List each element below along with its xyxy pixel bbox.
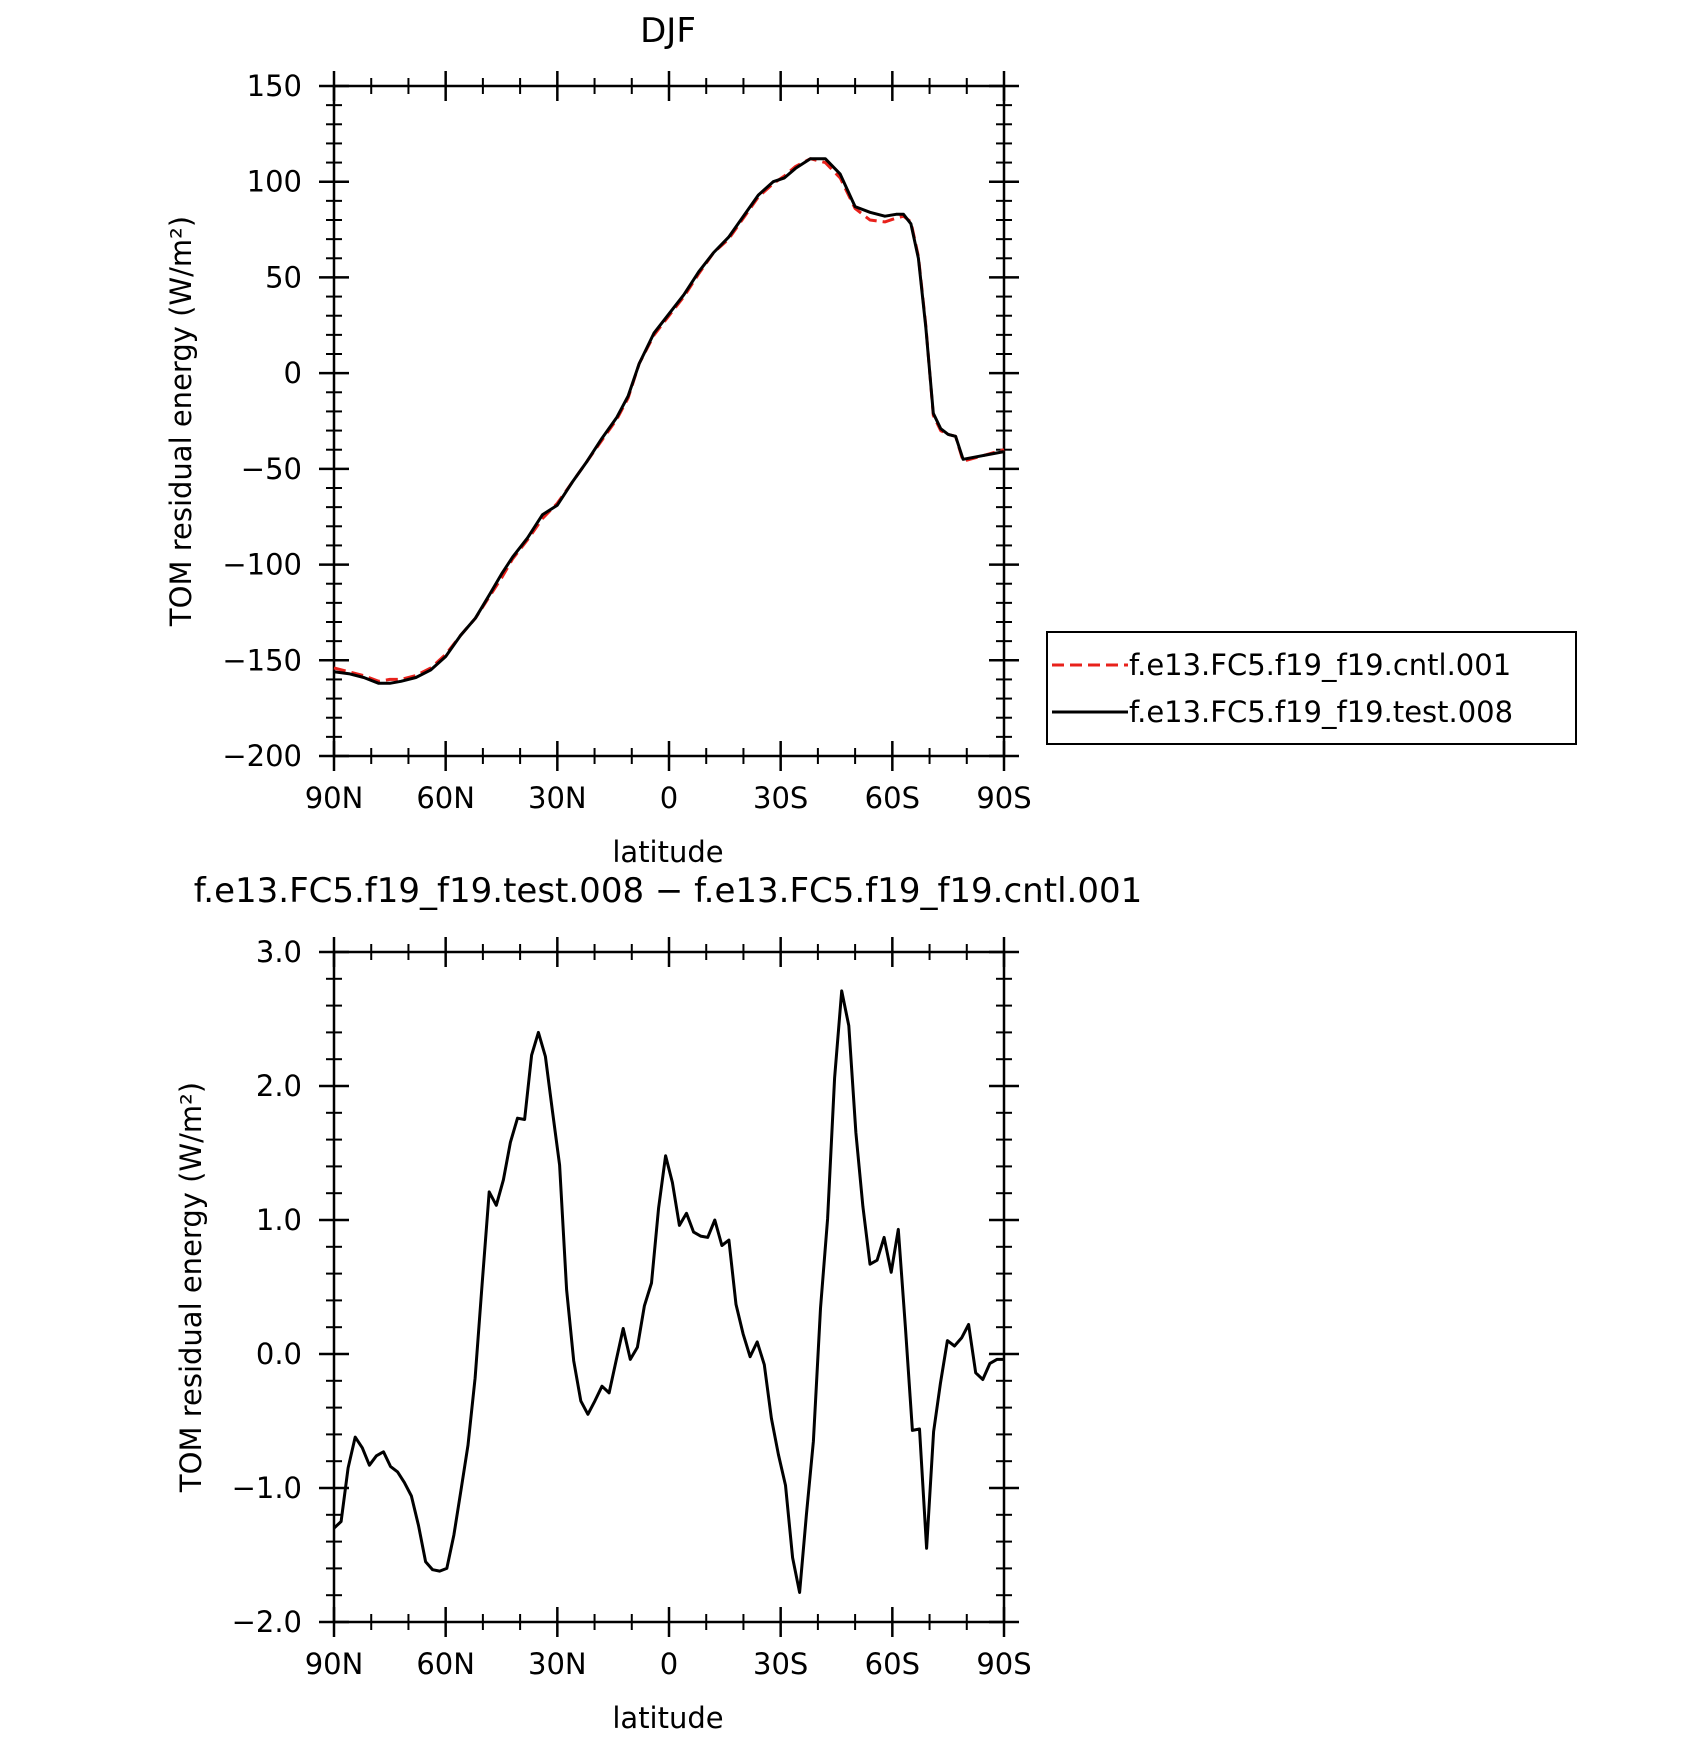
top-y-tick-label: −150 bbox=[222, 643, 302, 677]
bottom-series-line-difference bbox=[332, 989, 1004, 1594]
bottom-tick-labels: 90N 60N 30N 0 30S 60S 90S 3.0 2.0 1.0 0.0 −1.0 −2.0 bbox=[232, 935, 1032, 1681]
top-y-tick-label: 150 bbox=[247, 69, 302, 103]
bottom-x-tick-label: 90N bbox=[305, 1647, 364, 1681]
bottom-y-tick-label: −1.0 bbox=[232, 1471, 302, 1505]
top-series bbox=[333, 157, 1005, 685]
top-x-tick-label: 30N bbox=[528, 781, 587, 815]
bottom-y-tick-label: 3.0 bbox=[256, 935, 302, 969]
bottom-y-tick-label: 1.0 bbox=[256, 1203, 302, 1237]
top-y-tick-label: 50 bbox=[265, 260, 302, 294]
legend-label-test: f.e13.FC5.f19_f19.test.008 bbox=[1129, 695, 1513, 729]
bottom-series bbox=[332, 989, 1004, 1594]
legend-label-cntl: f.e13.FC5.f19_f19.cntl.001 bbox=[1129, 648, 1511, 682]
bottom-x-tick-label: 30N bbox=[528, 1647, 587, 1681]
bottom-y-tick-label: −2.0 bbox=[232, 1605, 302, 1639]
bottom-chart-title: f.e13.FC5.f19_f19.test.008 − f.e13.FC5.f… bbox=[194, 871, 1142, 911]
top-x-tick-label: 0 bbox=[660, 781, 678, 815]
top-y-tick-label: −100 bbox=[222, 548, 302, 582]
bottom-x-tick-label: 90S bbox=[976, 1647, 1031, 1681]
bottom-x-tick-label: 0 bbox=[660, 1647, 678, 1681]
top-y-tick-label: 0 bbox=[284, 356, 302, 390]
top-x-tick-label: 90N bbox=[305, 781, 364, 815]
top-plot-frame bbox=[332, 84, 1006, 758]
top-tick-labels: 90N 60N 30N 0 30S 60S 90S 150 100 50 0 −50 −100 −150 −… bbox=[222, 69, 1031, 815]
top-y-tick-label: −200 bbox=[222, 739, 302, 773]
top-series-line-test bbox=[333, 157, 1005, 685]
top-chart-title: DJF bbox=[640, 11, 696, 51]
bottom-x-tick-label: 30S bbox=[753, 1647, 808, 1681]
bottom-y-axis-label: TOM residual energy (W/m²) bbox=[174, 1082, 208, 1493]
top-ticks bbox=[319, 71, 1019, 771]
legend-frame bbox=[1046, 631, 1577, 745]
top-x-tick-label: 60S bbox=[865, 781, 920, 815]
top-x-tick-label: 90S bbox=[976, 781, 1031, 815]
legend: f.e13.FC5.f19_f19.cntl.001 f.e13.FC5.f19… bbox=[1046, 631, 1577, 745]
bottom-x-tick-label: 60N bbox=[416, 1647, 475, 1681]
bottom-y-tick-label: 2.0 bbox=[256, 1069, 302, 1103]
bottom-y-tick-label: 0.0 bbox=[256, 1337, 302, 1371]
top-x-tick-label: 30S bbox=[753, 781, 808, 815]
top-x-axis-label: latitude bbox=[612, 835, 723, 869]
bottom-x-axis-label: latitude bbox=[612, 1701, 723, 1735]
bottom-x-tick-label: 60S bbox=[865, 1647, 920, 1681]
bottom-panel: f.e13.FC5.f19_f19.test.008 − f.e13.FC5.f… bbox=[174, 871, 1142, 1735]
top-x-tick-label: 60N bbox=[416, 781, 475, 815]
top-y-tick-label: 100 bbox=[247, 165, 302, 199]
top-y-axis-label: TOM residual energy (W/m²) bbox=[164, 216, 198, 627]
top-series-line-cntl bbox=[333, 157, 1005, 683]
bottom-ticks bbox=[319, 937, 1019, 1637]
top-panel: DJF 90N 60N 30N 0 30S 60S 90S 150 100 50 0 −50 −100 −… bbox=[164, 11, 1577, 869]
top-y-tick-label: −50 bbox=[241, 452, 302, 486]
